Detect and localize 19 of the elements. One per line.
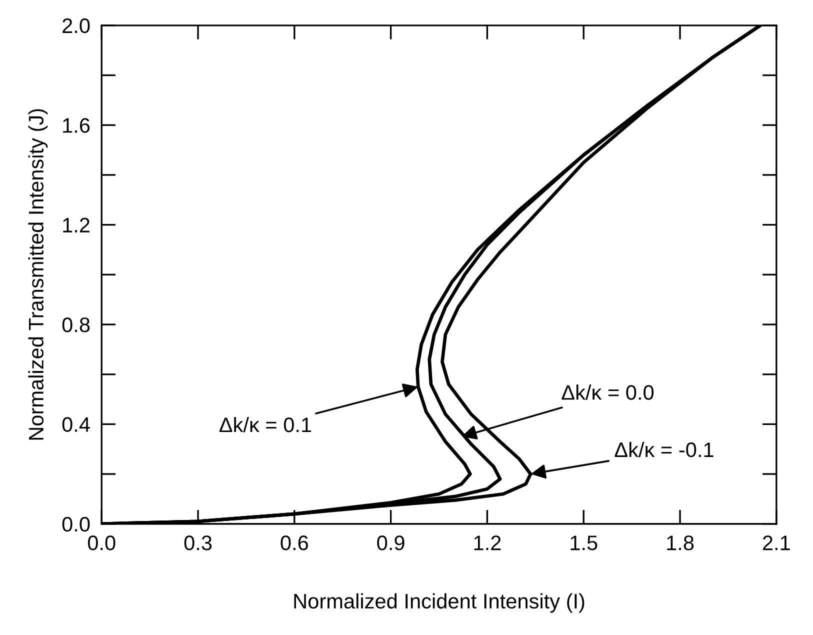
- y-tick-label: 0.0: [62, 516, 90, 532]
- x-axis-title: Normalized Incident Intensity (I): [294, 593, 584, 613]
- y-tick-label: 2.0: [62, 18, 90, 34]
- x-tick-label: 1.8: [667, 536, 694, 550]
- x-tick-label: 1.5: [570, 536, 598, 550]
- x-tick-label: 0.9: [377, 536, 404, 550]
- x-tick-label: 2.1: [762, 536, 790, 550]
- x-tick-label: 0.0: [88, 536, 116, 550]
- y-tick-label: 1.6: [63, 118, 90, 133]
- annotation: Δk/κ = -0.1: [614, 442, 714, 458]
- y-axis-title: Normalized Transmitted Intensity (J): [28, 109, 48, 440]
- y-tick-label: 1.2: [63, 218, 90, 232]
- y-tick-label: 0.8: [62, 317, 90, 332]
- x-tick-label: 0.6: [280, 536, 308, 550]
- x-tick-label: 0.3: [184, 536, 212, 550]
- y-tick-label: 0.4: [62, 417, 90, 432]
- annotation: Δk/κ = 0.0: [562, 384, 654, 400]
- x-tick-label: 1.2: [474, 536, 501, 550]
- annotation: Δk/κ = 0.1: [219, 416, 312, 432]
